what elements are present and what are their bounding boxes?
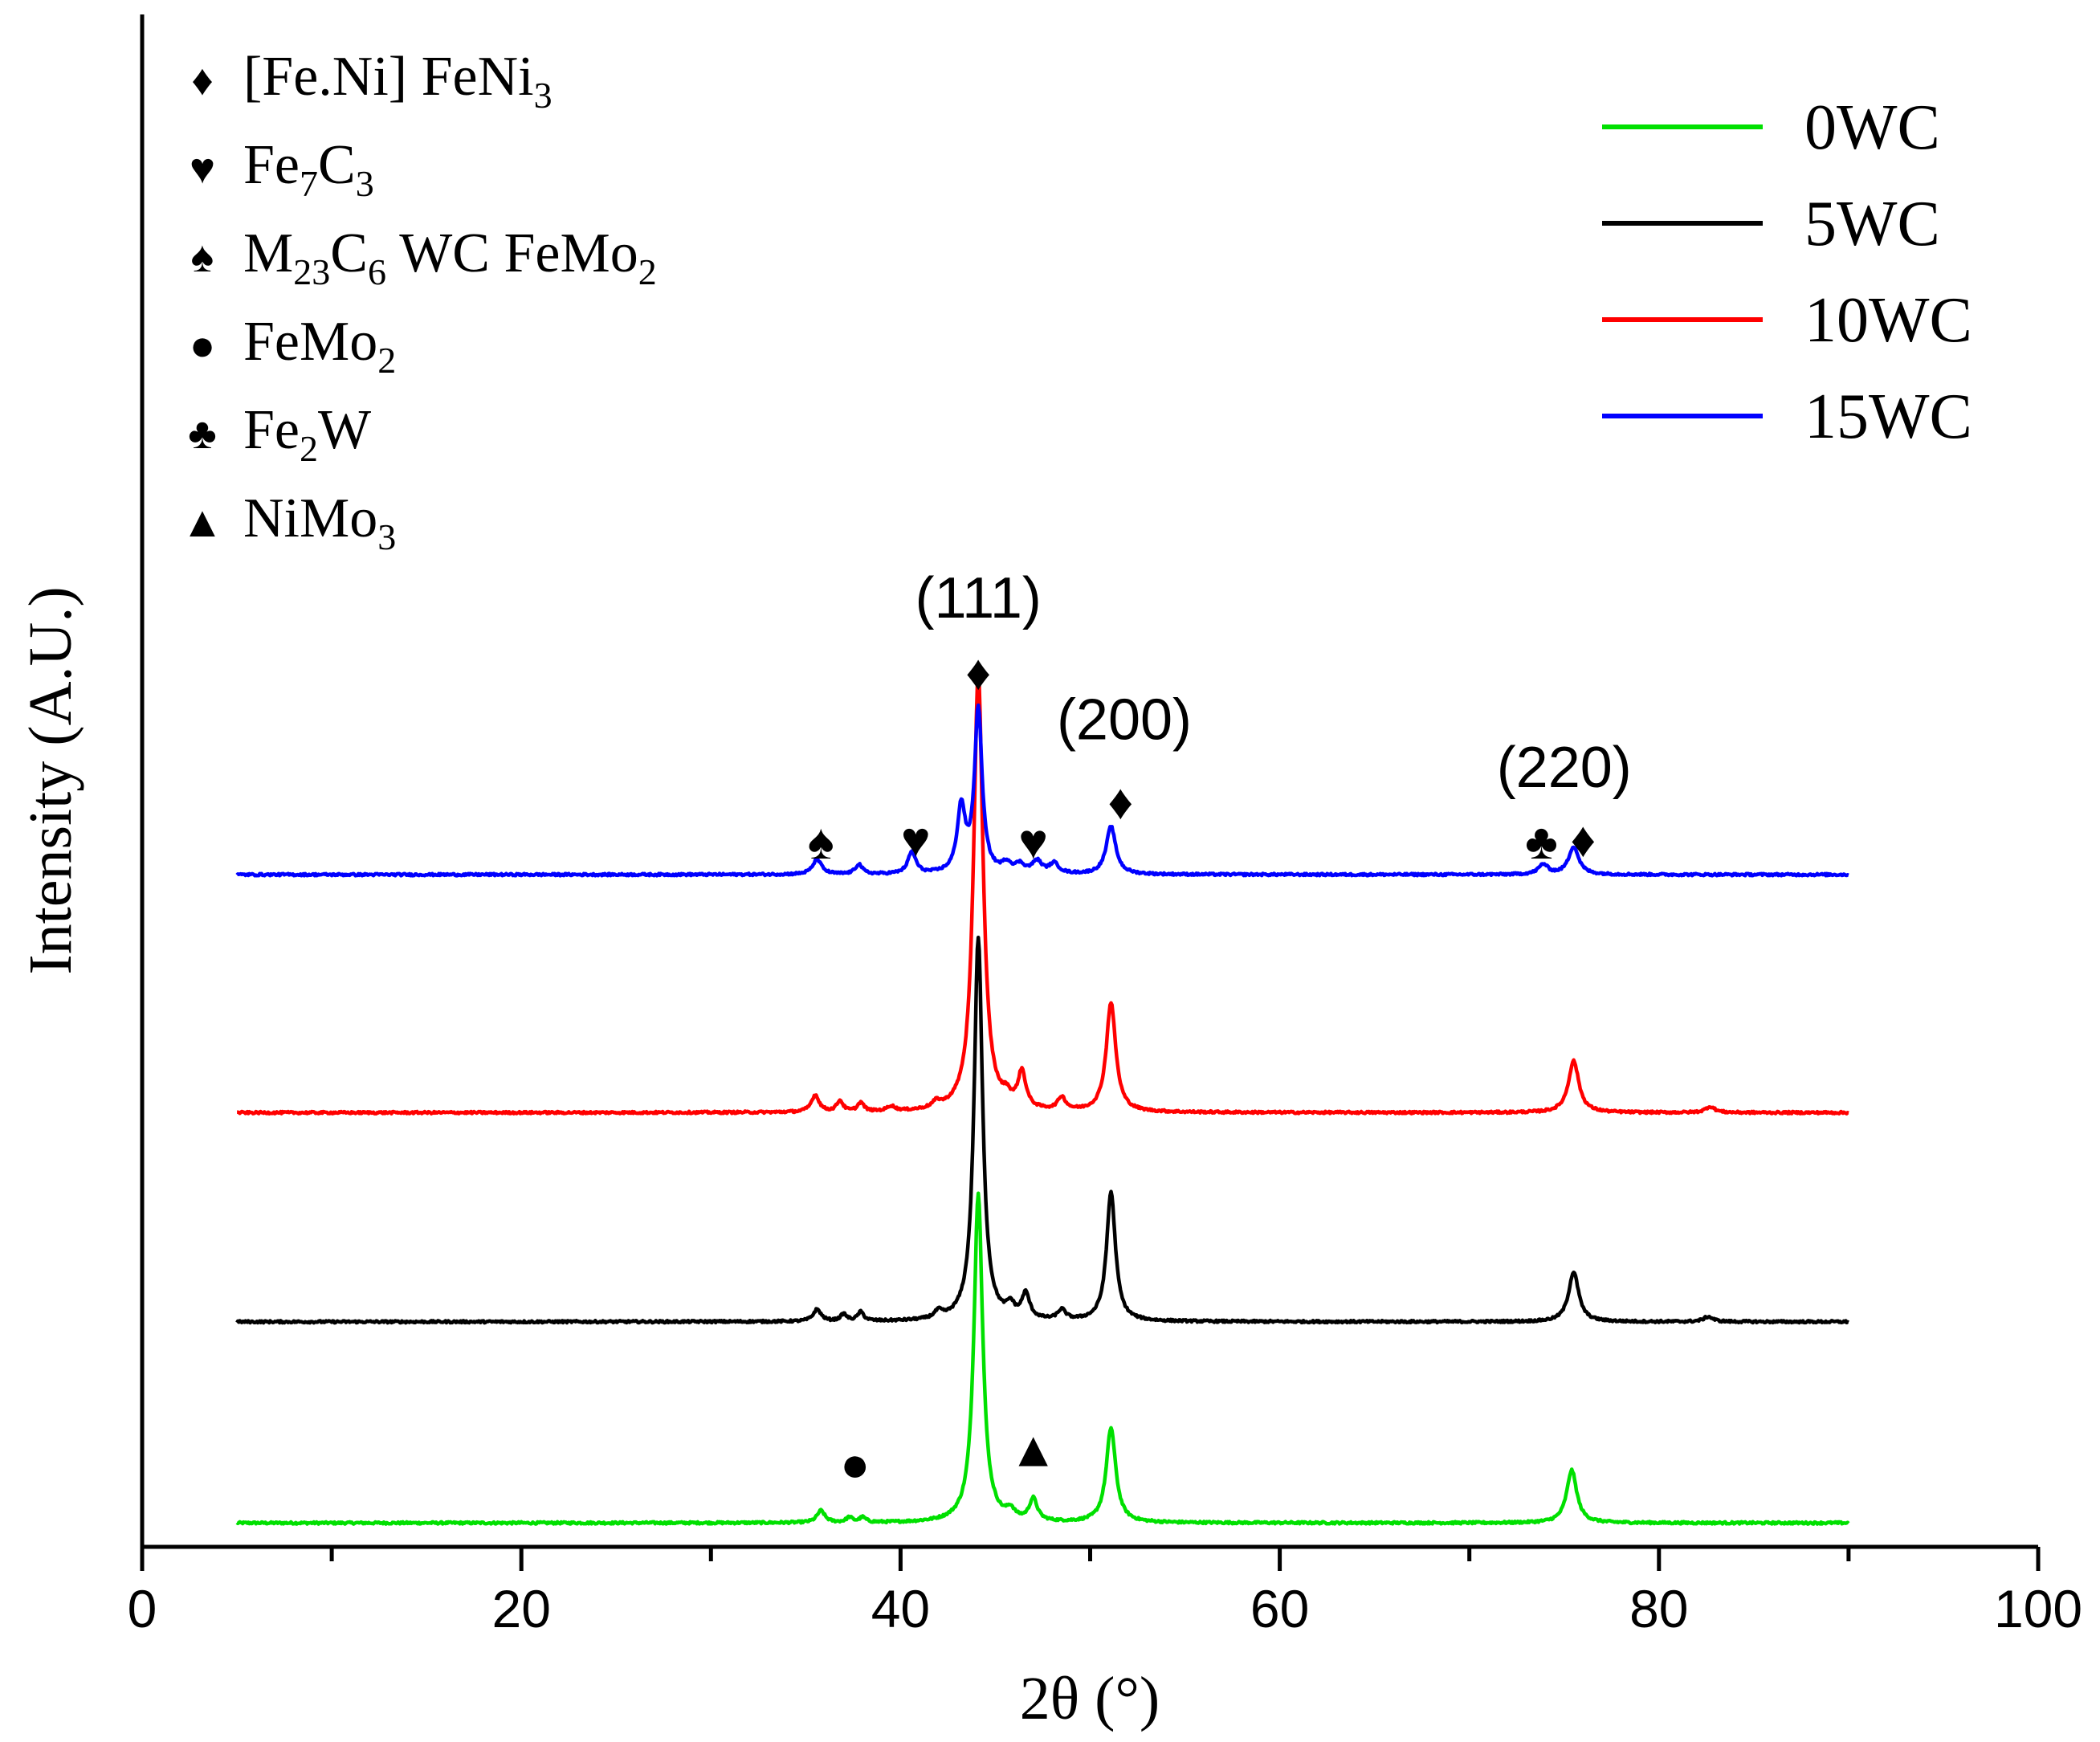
x-tick-label: 100 xyxy=(1994,1579,2082,1638)
axes: 0 20 40 60 80 100 2θ (°) Intensity (A.U.) xyxy=(17,14,2082,1732)
x-axis-label: 2θ (°) xyxy=(1020,1665,1160,1732)
phase-legend-label-part: C xyxy=(330,222,368,284)
x-tick-label: 80 xyxy=(1629,1579,1688,1638)
peak-label: (111) xyxy=(915,566,1041,630)
phase-legend-symbol: ♦ xyxy=(191,56,214,104)
phase-legend-label-part: 3 xyxy=(534,75,553,116)
phase-legend-label-part: C xyxy=(318,134,356,196)
phase-marker: ♠ xyxy=(808,814,834,870)
series-line-5WC xyxy=(235,935,1849,1325)
phase-legend-label-part: 23 xyxy=(293,251,330,292)
legend-label-15WC: 15WC xyxy=(1804,381,1972,452)
phase-marker: ▲ xyxy=(1009,1422,1058,1478)
phase-marker: ● xyxy=(840,1437,870,1492)
x-tick-label: 60 xyxy=(1250,1579,1309,1638)
legend-label-5WC: 5WC xyxy=(1804,189,1940,259)
phase-legend-label-part: [Fe.Ni] FeNi xyxy=(243,46,534,108)
legend-label-10WC: 10WC xyxy=(1804,285,1972,356)
phase-legend-label: FeMo2 xyxy=(243,311,396,381)
phase-legend-symbol: ♣ xyxy=(188,410,216,458)
phase-legend-symbol: ▲ xyxy=(181,498,223,546)
x-tick-label: 0 xyxy=(128,1579,157,1638)
x-ticks: 0 20 40 60 80 100 xyxy=(128,1547,2082,1638)
phase-legend-label: NiMo3 xyxy=(243,488,396,557)
x-tick-label: 20 xyxy=(491,1579,550,1638)
phase-legend-label-part: M xyxy=(243,222,293,284)
phase-legend-label-part: 3 xyxy=(377,516,396,557)
phase-legend-symbol: ♥ xyxy=(190,145,215,193)
phase-legend-label-part: 7 xyxy=(300,163,318,204)
phase-marker: ♦ xyxy=(965,645,991,700)
phase-legend-label-part: Fe xyxy=(243,399,300,461)
phase-marker: ♦ xyxy=(1107,775,1133,830)
phase-legend-label: [Fe.Ni] FeNi3 xyxy=(243,46,553,116)
phase-legend-label-part: 3 xyxy=(356,163,374,204)
series-traces xyxy=(235,671,1850,1526)
phase-legend-label-part: FeMo xyxy=(243,311,377,373)
plot-area: ♦ ♦ ♦ ♠ ♥ ♥ ♣ ● ▲ (111)(200) (220) xyxy=(235,566,1850,1526)
series-line-0WC xyxy=(235,1191,1850,1526)
series-line-15WC xyxy=(235,703,1849,878)
phase-markers: ♦ ♦ ♦ ♠ ♥ ♥ ♣ ● ▲ xyxy=(808,645,1596,1492)
phase-legend-label: Fe2W xyxy=(243,399,371,469)
x-tick-label: 40 xyxy=(871,1579,930,1638)
legend-label-0WC: 0WC xyxy=(1804,92,1940,163)
phase-legend-label: Fe7C3 xyxy=(243,134,374,204)
phase-marker: ♥ xyxy=(1018,814,1048,870)
phase-legend-symbol: ♠ xyxy=(191,233,214,281)
series-legend: 0WC 5WC 10WC 15WC xyxy=(1602,92,1972,452)
phase-legend: ♦ [Fe.Ni] FeNi3♥ Fe7C3♠ M23C6 WC FeMo2● FeMo… xyxy=(181,46,656,557)
phase-legend-label-part: 2 xyxy=(377,340,396,381)
phase-legend-label-part: WC FeMo xyxy=(386,222,638,284)
series-line-10WC xyxy=(235,671,1849,1116)
phase-legend-label-part: 2 xyxy=(638,251,657,292)
phase-legend-label: M23C6 WC FeMo2 xyxy=(243,222,657,292)
phase-legend-symbol: ● xyxy=(190,321,216,369)
peak-labels: (111)(200) (220) xyxy=(915,566,1631,800)
phase-legend-label-part: NiMo xyxy=(243,488,377,549)
phase-marker: ♦ xyxy=(1571,813,1596,868)
phase-legend-label-part: Fe xyxy=(243,134,300,196)
phase-legend-label-part: 2 xyxy=(300,428,318,469)
phase-marker: ♥ xyxy=(901,813,931,868)
y-axis-label: Intensity (A.U.) xyxy=(17,586,84,974)
phase-marker: ♣ xyxy=(1525,814,1558,870)
phase-legend-label-part: W xyxy=(318,399,371,461)
peak-label: (220) xyxy=(1497,736,1632,800)
phase-legend-label-part: 6 xyxy=(368,251,386,292)
peak-label: (200) xyxy=(1057,687,1192,752)
